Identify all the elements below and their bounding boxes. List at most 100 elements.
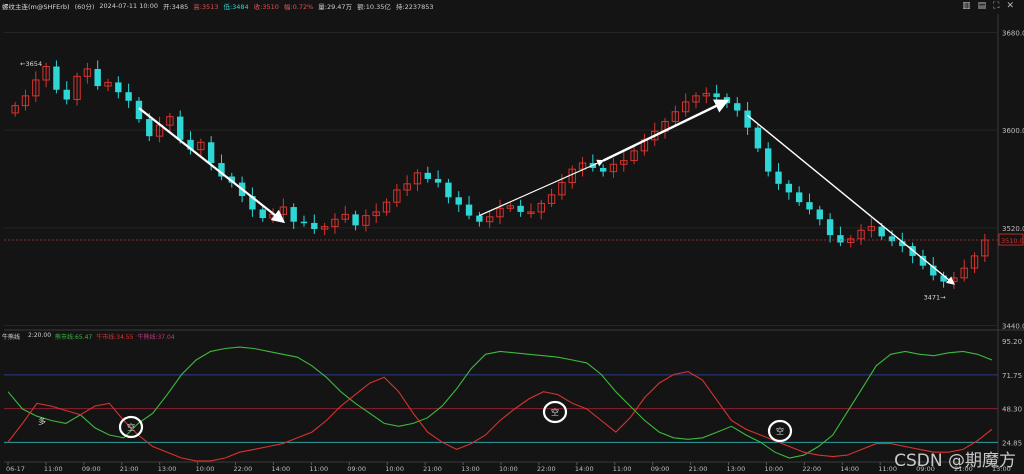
high-annotation: ←3654 bbox=[20, 60, 42, 68]
low-label: 低:3484 bbox=[223, 3, 249, 11]
period-label: (60分) bbox=[74, 3, 95, 11]
time-tick-label: 10:00 bbox=[196, 465, 215, 473]
candle-body bbox=[311, 222, 318, 230]
candle-body bbox=[94, 68, 101, 87]
close-icon[interactable]: ✕ bbox=[1006, 1, 1014, 11]
candle-body bbox=[445, 182, 452, 198]
candle-body bbox=[382, 201, 391, 213]
candle-body bbox=[104, 81, 112, 87]
expand-icon[interactable]: ⛶ bbox=[993, 1, 1000, 11]
time-tick-label: 21:00 bbox=[954, 465, 973, 473]
candle-body bbox=[434, 178, 442, 183]
candle-body bbox=[135, 100, 143, 120]
candle-body bbox=[960, 267, 968, 279]
candle-body bbox=[754, 127, 762, 149]
candle-body bbox=[919, 255, 927, 266]
current-price-label: 3510.0 bbox=[1001, 237, 1024, 245]
time-tick-label: 22:00 bbox=[537, 465, 556, 473]
indicator-series-line bbox=[7, 371, 993, 462]
high-label: 高:3513 bbox=[193, 3, 219, 11]
candle-body bbox=[73, 75, 81, 101]
time-tick-label: 13:00 bbox=[727, 465, 746, 473]
candle-body bbox=[11, 105, 19, 114]
chart-header: 螺纹主连(m@SHFErb) (60分) 2024-07-11 10:00 开:… bbox=[2, 0, 434, 12]
candle-body bbox=[620, 160, 628, 165]
candle-body bbox=[300, 221, 308, 224]
candle-body bbox=[207, 142, 215, 164]
candle-body bbox=[496, 207, 504, 218]
time-tick-label: 10:00 bbox=[764, 465, 783, 473]
volume-label: 量:29.47万 bbox=[318, 3, 353, 11]
time-tick-label: 11:00 bbox=[309, 465, 328, 473]
candle-body bbox=[83, 68, 92, 77]
indicator-param: 牛市线:34.55 bbox=[96, 334, 134, 341]
candle-body bbox=[372, 211, 380, 217]
time-tick-label: 21:00 bbox=[423, 465, 442, 473]
time-tick-label: 14:00 bbox=[575, 465, 594, 473]
close-label: 收:3510 bbox=[253, 3, 279, 11]
bar-chart-icon[interactable]: ▤ bbox=[977, 1, 987, 11]
time-tick-label: 09:00 bbox=[82, 465, 101, 473]
candle-body bbox=[506, 205, 515, 209]
symbol-label: 螺纹主连(m@SHFErb) bbox=[2, 3, 70, 11]
time-tick-label: 10:00 bbox=[499, 465, 518, 473]
candle-body bbox=[702, 92, 711, 97]
bar-chart-icon[interactable]: ▥ bbox=[962, 1, 971, 11]
candle-body bbox=[671, 111, 680, 123]
candle-body bbox=[630, 150, 638, 162]
candle-body bbox=[393, 189, 401, 203]
candle-body bbox=[785, 183, 793, 193]
candle-body bbox=[455, 197, 462, 205]
candle-body bbox=[125, 92, 132, 101]
price-tick-label: 3440.0 bbox=[1002, 323, 1024, 331]
time-tick-label: 21:00 bbox=[120, 465, 139, 473]
open-interest-label: 持:2237853 bbox=[395, 3, 434, 11]
candle-body bbox=[713, 93, 720, 98]
candle-body bbox=[42, 66, 50, 81]
candle-body bbox=[331, 218, 339, 228]
candle-body bbox=[259, 209, 266, 219]
candle-body bbox=[228, 176, 235, 183]
candle-body bbox=[485, 216, 494, 223]
trend-arrow bbox=[479, 159, 605, 217]
candle-body bbox=[878, 226, 885, 237]
price-tick-label: 3600.0 bbox=[1002, 127, 1024, 135]
candle-body bbox=[218, 163, 225, 177]
candle-body bbox=[290, 207, 297, 222]
time-tick-label: 14:00 bbox=[271, 465, 290, 473]
time-tick-label: 09:00 bbox=[651, 465, 670, 473]
candle-body bbox=[424, 172, 431, 179]
change-pct-label: 幅:0.72% bbox=[283, 3, 314, 11]
candle-body bbox=[765, 148, 772, 172]
candle-body bbox=[527, 211, 535, 214]
time-tick-label: 21:00 bbox=[689, 465, 708, 473]
candle-body bbox=[857, 229, 865, 240]
candle-body bbox=[63, 89, 70, 100]
date-time-label: 2024-07-11 10:00 bbox=[99, 2, 158, 10]
candle-body bbox=[609, 163, 618, 173]
signal-circle bbox=[767, 419, 793, 443]
candle-body bbox=[970, 255, 979, 269]
candle-body bbox=[403, 183, 411, 191]
time-tick-label: 11:00 bbox=[878, 465, 897, 473]
candle-body bbox=[32, 79, 40, 97]
price-tick-label: 3520.0 bbox=[1002, 225, 1024, 233]
candle-body bbox=[734, 103, 741, 111]
candle-body bbox=[867, 226, 876, 231]
candle-body bbox=[826, 219, 834, 236]
trend-arrow bbox=[602, 99, 730, 162]
candle-body bbox=[362, 215, 370, 226]
candle-body bbox=[806, 202, 813, 210]
current-price-tag bbox=[998, 233, 1024, 246]
amount-label: 额:10.35亿 bbox=[357, 3, 391, 11]
indicator-tick-label: 71.75 bbox=[1002, 372, 1022, 380]
trend-arrow bbox=[138, 107, 286, 224]
indicator-param: 2:20.00 bbox=[28, 332, 52, 339]
toolbar: ▥ ▤ ⛶ ✕ bbox=[962, 1, 1014, 11]
indicator-series-line bbox=[7, 346, 993, 459]
time-tick-label: 13:00 bbox=[158, 465, 177, 473]
candle-body bbox=[413, 172, 422, 185]
open-label: 开:3485 bbox=[162, 3, 189, 11]
signal-label: 空 bbox=[551, 407, 559, 417]
